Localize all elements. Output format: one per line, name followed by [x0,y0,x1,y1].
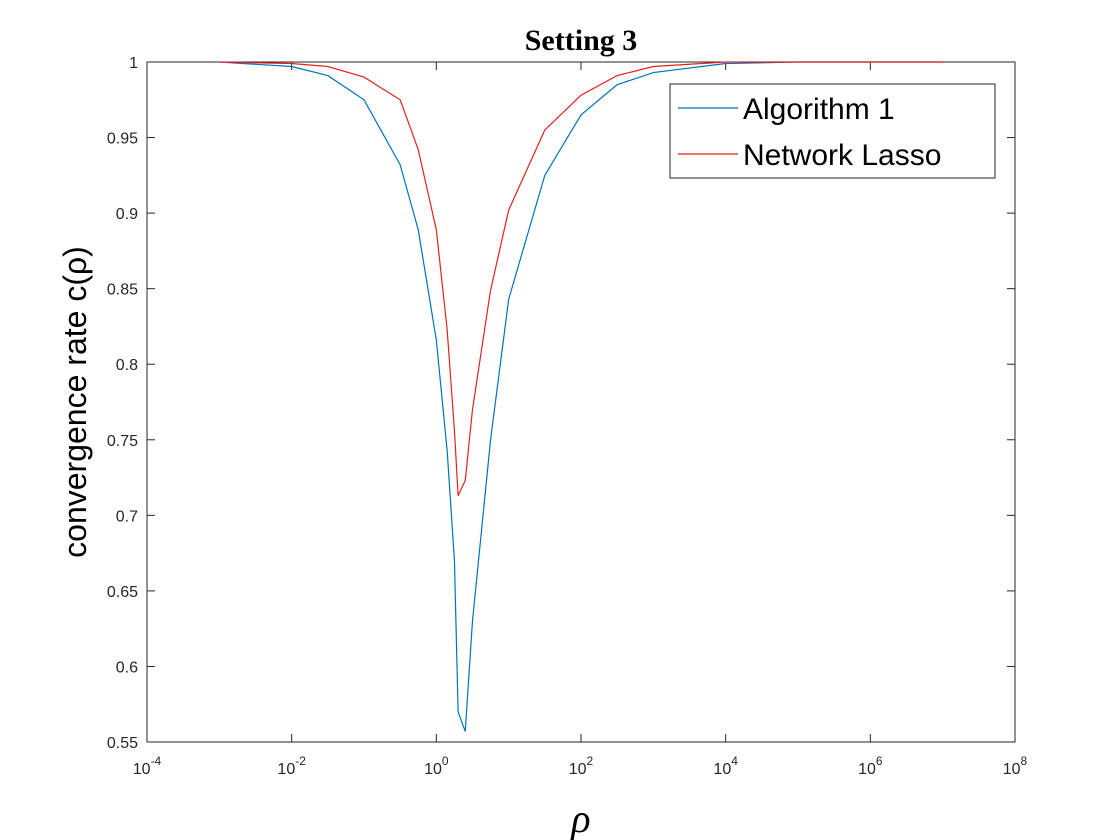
x-axis-label: ρ [569,796,590,840]
y-tick-label: 0.8 [116,357,138,374]
x-tick-label: 106 [858,754,883,778]
x-tick-label: 10-4 [133,754,162,778]
x-tick-label: 100 [424,754,449,778]
x-tick-label: 102 [569,754,594,778]
series-line [219,61,943,496]
y-tick-label: 0.85 [107,282,138,299]
y-tick-label: 0.6 [116,659,138,676]
y-tick-label: 0.75 [107,433,138,450]
x-tick-label: 104 [713,754,738,778]
y-tick-label: 0.65 [107,584,138,601]
y-tick-label: 1 [129,55,138,72]
y-tick-label: 0.95 [107,131,138,148]
series-line [219,61,943,732]
y-tick-label: 0.55 [107,735,138,752]
legend-label: Network Lasso [743,139,941,172]
x-tick-label: 10-2 [277,754,306,778]
legend-box [669,83,996,179]
y-tick-label: 0.9 [116,206,138,223]
y-tick-label: 0.7 [116,508,138,525]
chart-title: Setting 3 [525,24,638,57]
x-tick-label: 108 [1003,754,1028,778]
y-axis-label: convergence rate c(ρ) [57,246,93,558]
legend-label: Algorithm 1 [743,93,895,126]
